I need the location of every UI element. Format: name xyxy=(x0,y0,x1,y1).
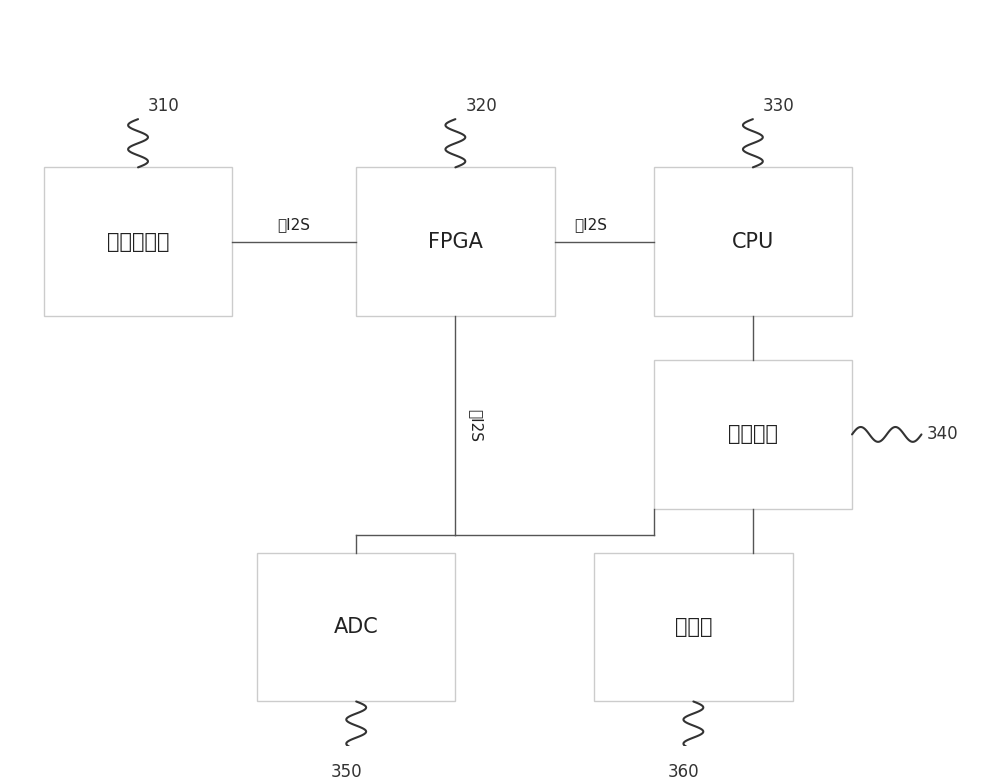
Text: 麦克风阵列: 麦克风阵列 xyxy=(107,231,169,252)
Text: 320: 320 xyxy=(465,98,497,116)
Bar xyxy=(654,361,852,508)
Text: 310: 310 xyxy=(148,98,180,116)
Text: 子I2S: 子I2S xyxy=(277,217,310,233)
Text: 330: 330 xyxy=(763,98,795,116)
Text: 350: 350 xyxy=(330,763,362,781)
Bar xyxy=(356,167,555,316)
Bar xyxy=(654,167,852,316)
Text: 340: 340 xyxy=(926,425,958,443)
Text: 扬声器: 扬声器 xyxy=(675,617,712,637)
Text: FPGA: FPGA xyxy=(428,231,483,252)
Text: 子I2S: 子I2S xyxy=(468,409,483,442)
Text: CPU: CPU xyxy=(732,231,774,252)
Text: 360: 360 xyxy=(668,763,699,781)
Bar xyxy=(257,553,455,701)
Bar xyxy=(594,553,793,701)
Text: ADC: ADC xyxy=(334,617,379,637)
Text: 主I2S: 主I2S xyxy=(575,217,608,233)
Bar xyxy=(44,167,232,316)
Text: 编译码器: 编译码器 xyxy=(728,425,778,444)
